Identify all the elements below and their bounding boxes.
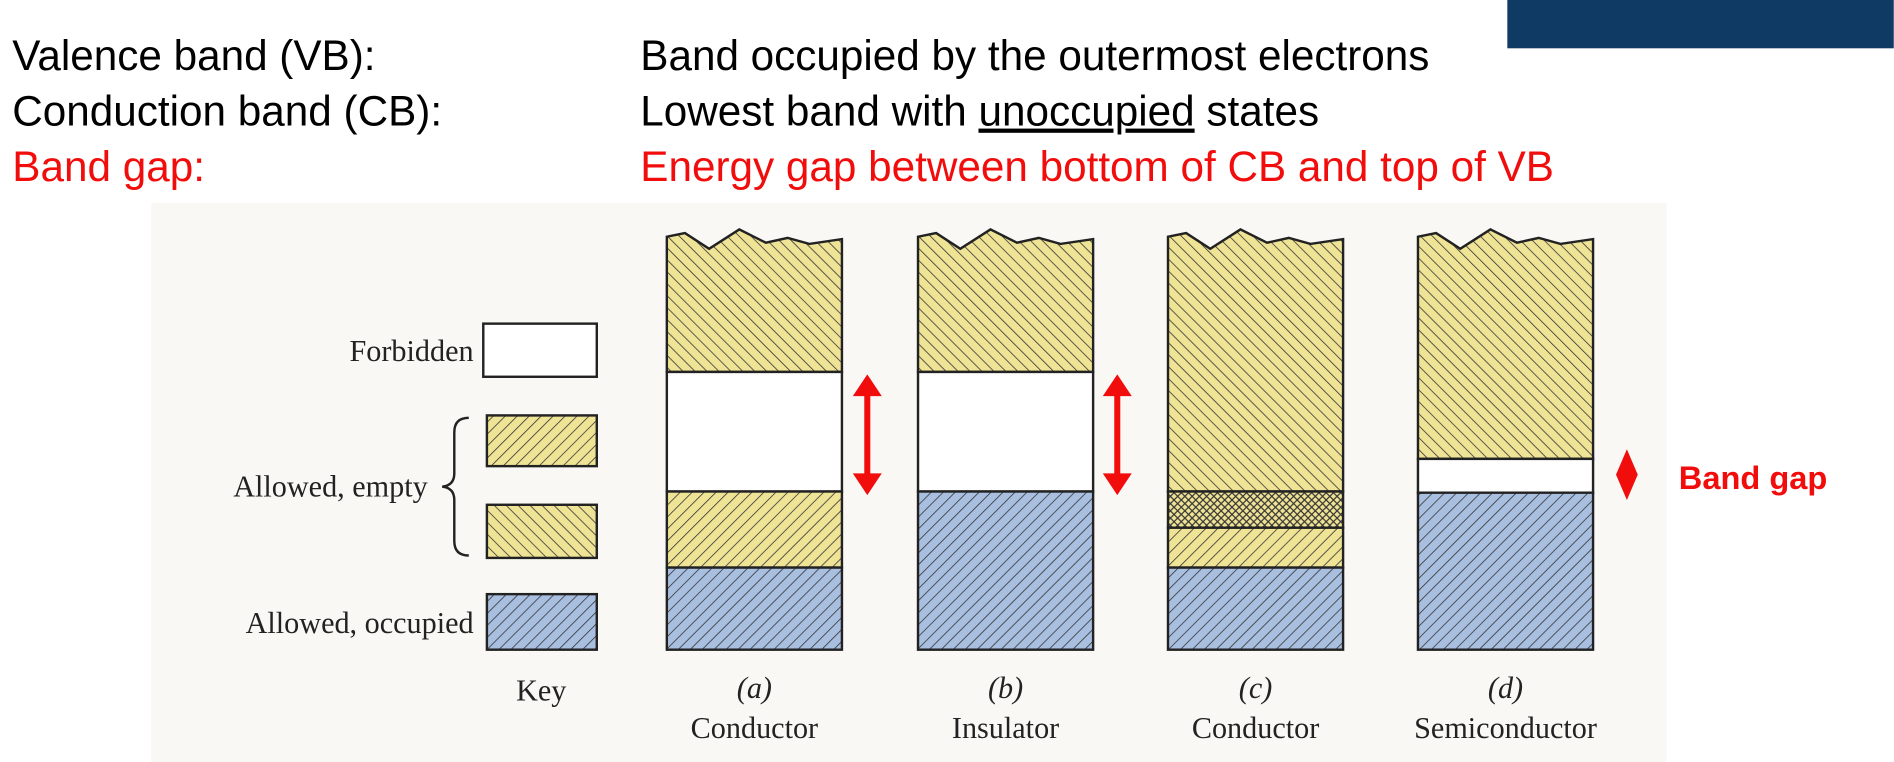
definition-part: states <box>1195 88 1319 135</box>
band-gap-label: Band gap <box>1679 459 1828 496</box>
term: Band gap: <box>12 143 205 190</box>
definition-part: Band occupied by the outermost electrons <box>640 32 1429 79</box>
definitions: Valence band (VB): Band occupied by the … <box>12 32 1554 190</box>
band <box>916 228 1095 374</box>
band <box>1166 566 1345 651</box>
band <box>665 370 844 493</box>
panel-letter: (b) <box>988 671 1023 705</box>
key <box>442 322 599 651</box>
band <box>916 490 1095 651</box>
band <box>665 228 844 374</box>
term: Valence band (VB): <box>12 32 375 79</box>
panel-letter: (d) <box>1488 671 1523 705</box>
band <box>665 566 844 651</box>
band <box>1416 491 1595 651</box>
definition: Band occupied by the outermost electrons <box>640 32 1429 79</box>
panel-label: Insulator <box>952 711 1059 745</box>
band <box>1416 228 1595 461</box>
panel-letter: (c) <box>1239 671 1273 705</box>
panel-label: Conductor <box>1192 711 1319 745</box>
band <box>1166 526 1345 569</box>
key-occupied <box>485 592 599 651</box>
panel-letter: (a) <box>737 671 772 705</box>
key-empty <box>485 503 599 560</box>
band <box>1416 457 1595 494</box>
key-forbidden <box>482 322 599 378</box>
key-caption: Key <box>516 673 566 707</box>
term: Conduction band (CB): <box>12 88 442 135</box>
definition: Lowest band with unoccupied states <box>640 88 1319 135</box>
band-columns <box>665 228 1595 651</box>
band <box>1166 228 1345 493</box>
figure-background <box>151 202 1667 762</box>
definition-part: unoccupied <box>978 88 1194 135</box>
band <box>665 490 844 569</box>
definition: Energy gap between bottom of CB and top … <box>640 143 1554 190</box>
definition-part: Lowest band with <box>640 88 978 135</box>
band <box>916 370 1095 493</box>
logo-bar <box>1507 0 1894 49</box>
key-empty <box>485 414 599 468</box>
key-label: Allowed, occupied <box>246 606 474 640</box>
definition-part: Energy gap between bottom of CB and top … <box>640 143 1554 190</box>
panel-label: Conductor <box>691 711 818 745</box>
key-label: Allowed, empty <box>233 469 428 503</box>
key-label: Forbidden <box>350 334 474 368</box>
panel-label: Semiconductor <box>1414 711 1597 745</box>
gap-markers <box>852 374 1638 500</box>
brace <box>442 416 469 557</box>
band <box>1166 490 1345 529</box>
